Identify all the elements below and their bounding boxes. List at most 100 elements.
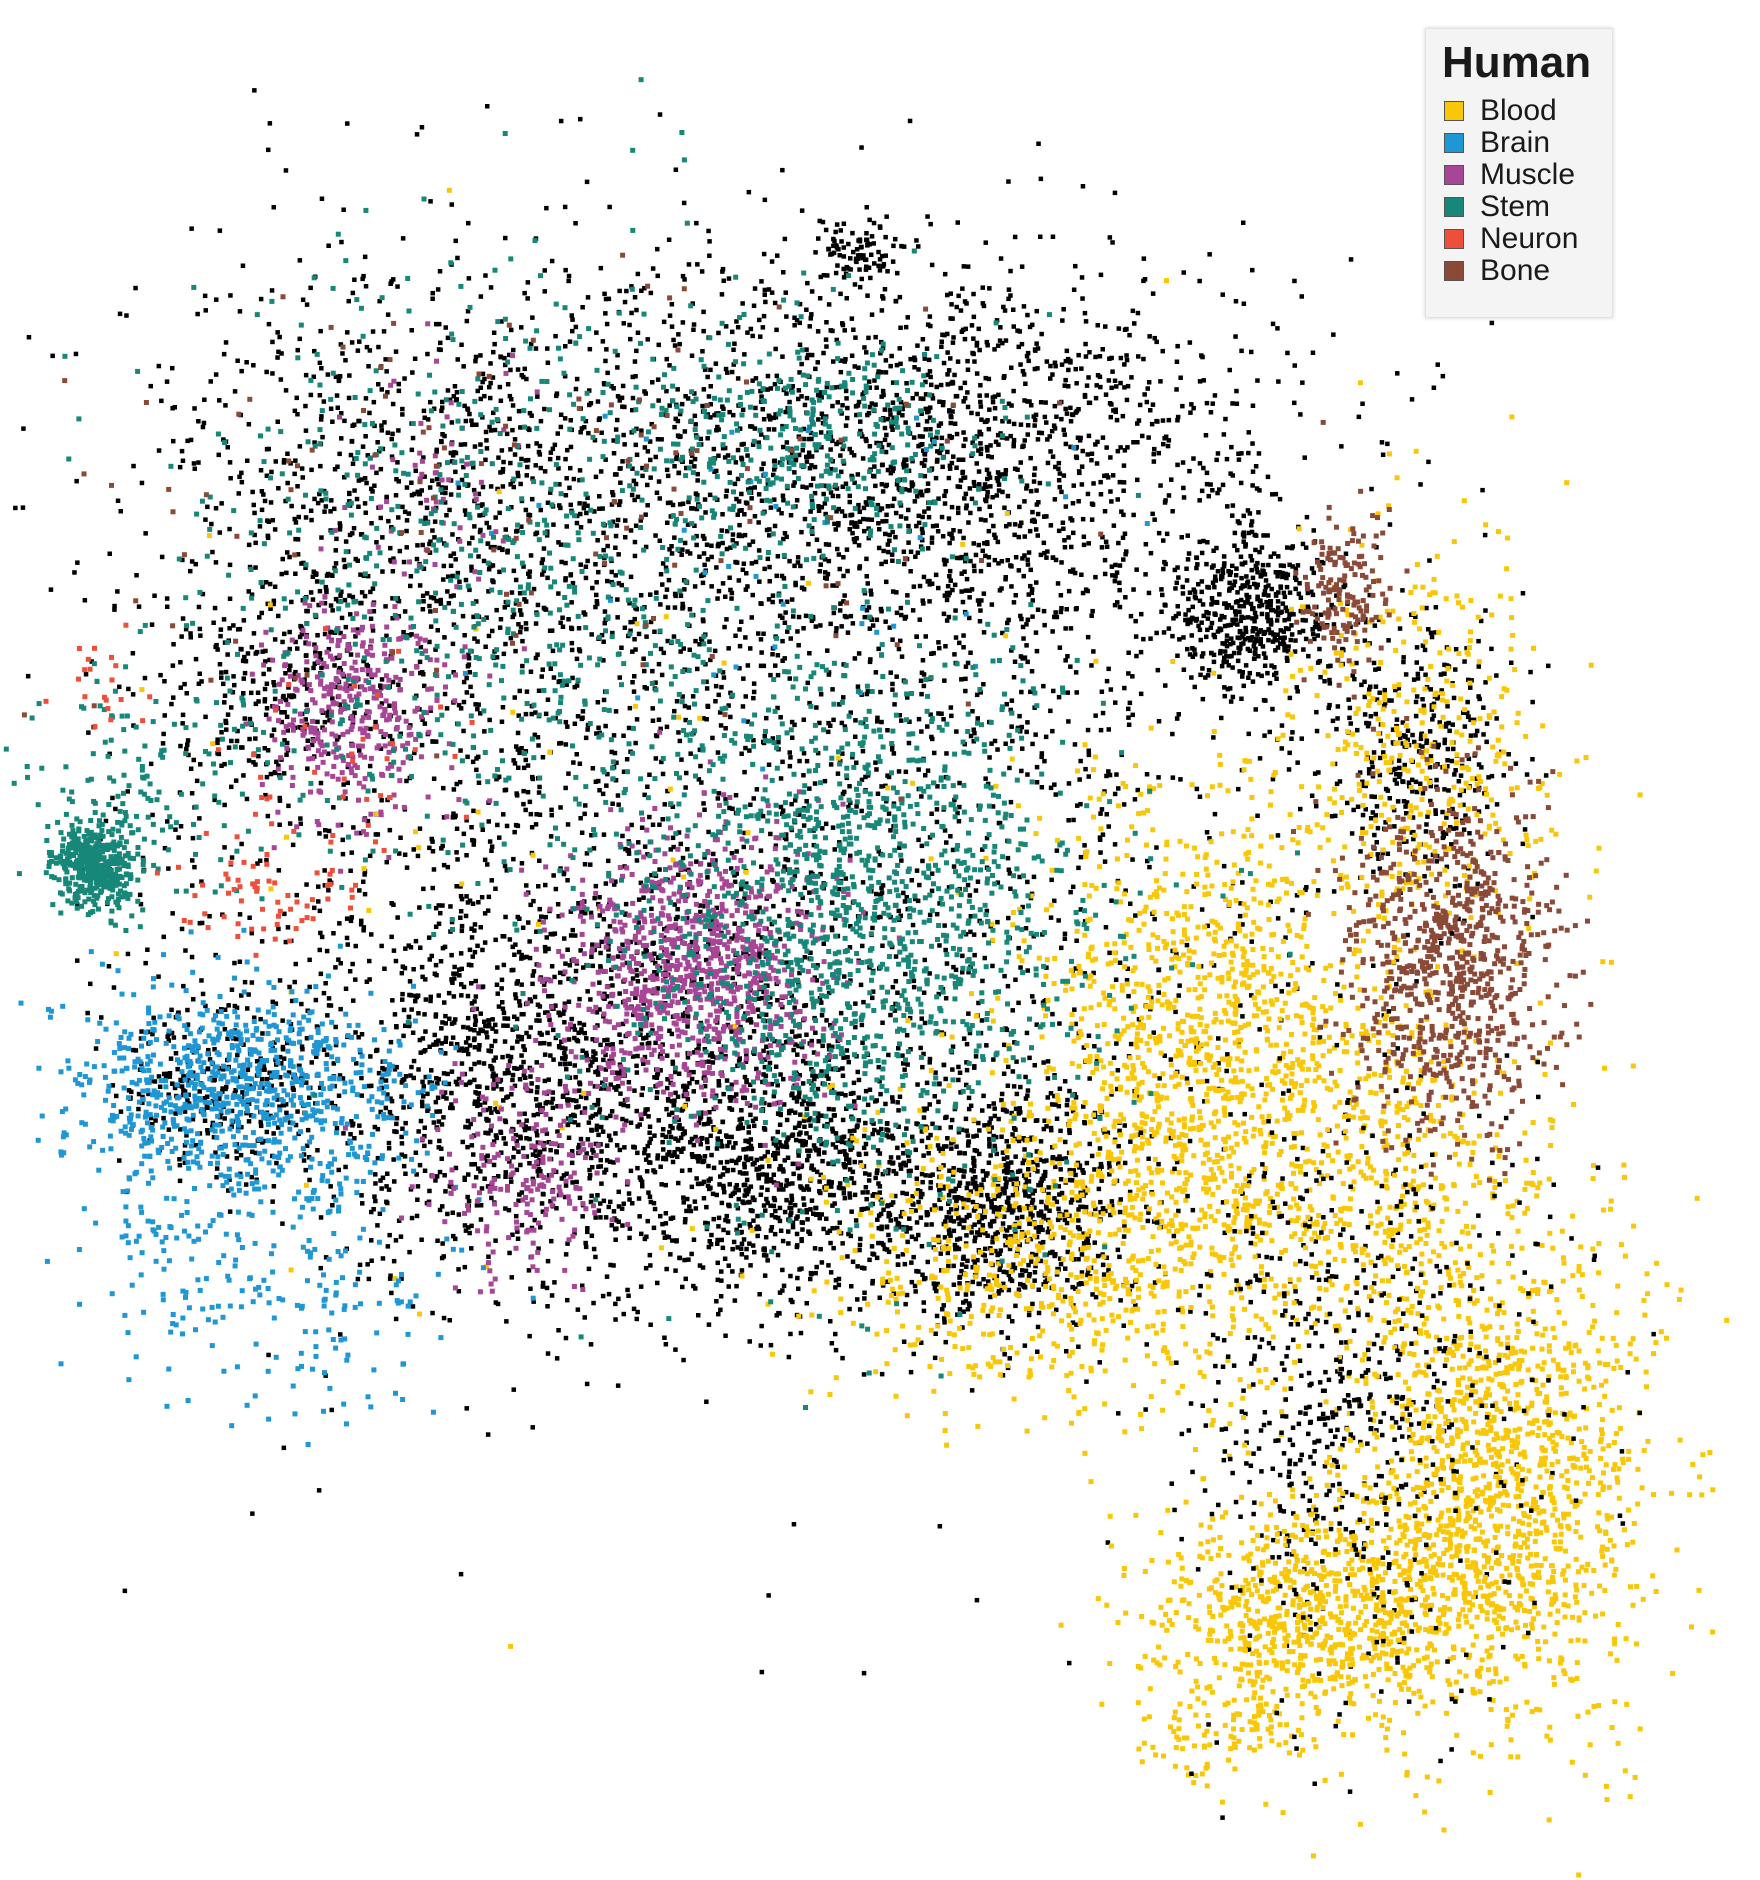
point-background [549,1238,554,1244]
point-background [951,1282,957,1287]
point-background [966,1106,972,1112]
point-background [1093,1206,1098,1212]
point-background [714,1299,719,1304]
point-background [979,1182,984,1187]
point-background [369,1083,374,1089]
point-background [281,1056,287,1061]
point-background [1400,741,1405,746]
point-background [692,413,698,419]
point-background [1444,721,1449,727]
point-background [1074,454,1079,459]
point-background [923,392,929,397]
point-background [1213,578,1218,583]
point-background [972,1163,977,1169]
point-background [606,1204,611,1210]
point-background [1200,666,1205,671]
point-background [933,1331,938,1336]
point-background [817,296,823,301]
point-background [518,1136,523,1141]
point-background [1008,1277,1013,1282]
point-background [823,575,828,580]
point-background [876,545,882,551]
point-background [969,1388,975,1393]
point-background [1045,437,1050,442]
point-background [562,1020,567,1025]
point-background [984,419,989,424]
point-background [1438,672,1444,677]
point-background [872,474,877,479]
point-background [660,1139,665,1145]
point-background [852,1159,857,1165]
point-background [952,652,957,657]
point-background [672,343,678,348]
point-background [1031,999,1037,1005]
point-background [817,1215,822,1221]
point-background [1128,1139,1133,1144]
point-background [572,1120,578,1125]
point-background [1056,1103,1062,1109]
point-background [293,1122,299,1128]
point-background [1401,659,1406,665]
point-background [1063,626,1068,631]
point-background [790,450,795,456]
point-background [852,364,857,369]
point-background [1435,362,1440,367]
point-background [862,345,867,350]
point-background [1345,800,1350,806]
point-background [750,1208,755,1214]
point-background [593,1057,598,1062]
point-background [999,586,1004,591]
point-background [826,1263,831,1268]
point-background [1038,1241,1043,1246]
point-background [1299,294,1304,299]
point-background [981,1177,986,1182]
point-background [1228,641,1233,647]
point-background [1062,432,1067,437]
point-background [1358,849,1363,854]
point-background [722,1165,727,1171]
point-background [804,347,809,352]
point-background [733,1185,738,1191]
point-background [780,167,785,173]
point-background [959,1168,964,1173]
point-background [1058,1128,1063,1134]
point-background [724,546,730,552]
point-background [879,561,884,567]
point-background [948,1215,954,1220]
point-background [955,359,961,364]
point-background [1415,676,1421,681]
point-background [890,380,896,385]
point-background [1282,635,1287,640]
point-background [386,1146,392,1151]
point-background [1152,1280,1158,1285]
point-background [434,1109,439,1114]
point-background [963,1298,969,1304]
point-background [1275,613,1281,618]
point-background [644,1035,649,1040]
point-background [910,1194,915,1199]
point-background [590,1037,595,1042]
point-background [1106,1161,1112,1166]
point-background [1219,715,1224,721]
point-background [1050,555,1056,560]
point-background [1410,777,1415,783]
point-background [1359,682,1364,688]
point-background [1424,738,1430,743]
point-background [1326,664,1331,669]
point-background [1062,1294,1068,1300]
point-background [1093,395,1099,401]
point-background [403,1120,408,1126]
point-background [401,1033,406,1039]
point-background [1041,608,1047,614]
point-background [420,974,425,980]
point-background [1415,671,1421,677]
point-background [1232,530,1238,536]
point-background [823,337,829,342]
point-background [1462,659,1467,664]
point-background [336,1093,342,1098]
point-background [1011,442,1016,447]
point-background [778,1072,783,1077]
point-background [321,1047,327,1052]
point-background [605,932,610,937]
point-background [947,1231,952,1236]
